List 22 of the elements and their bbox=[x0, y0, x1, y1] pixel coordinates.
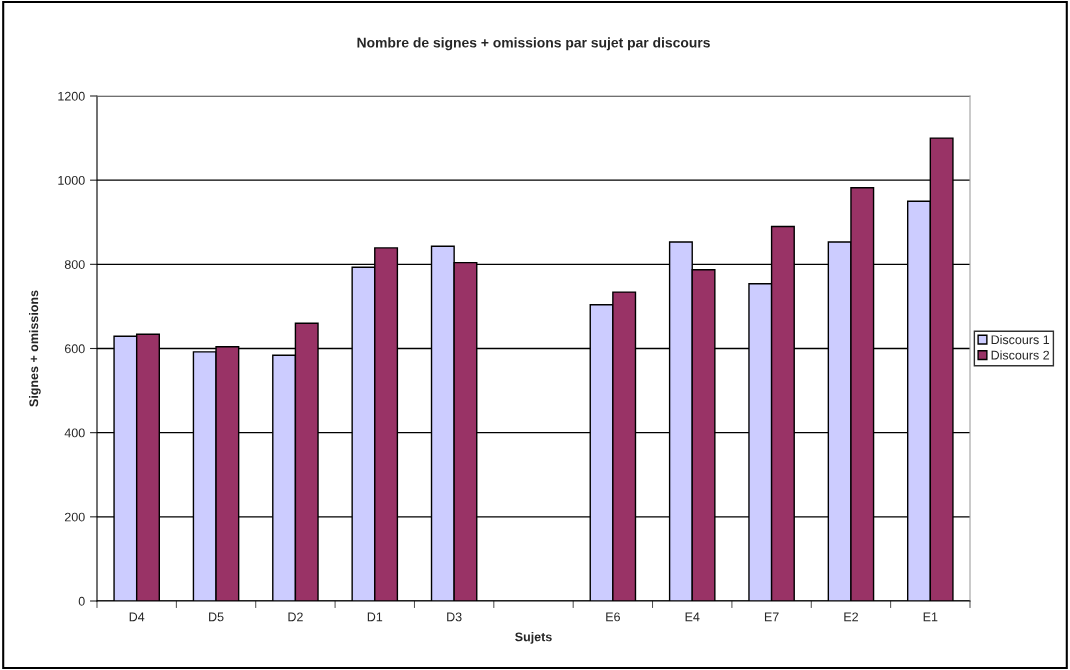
x-tick-label: E4 bbox=[685, 612, 700, 622]
y-tick-label: 0 bbox=[78, 596, 85, 606]
x-tick-label: D5 bbox=[209, 612, 224, 622]
x-tick-label: D1 bbox=[367, 612, 383, 622]
x-tick-label: E7 bbox=[764, 612, 779, 622]
x-tick-label: D4 bbox=[129, 612, 145, 622]
y-axis-title: Signes + omissions bbox=[29, 290, 41, 407]
legend-label: Discours 2 bbox=[991, 350, 1050, 360]
chart-title: Nombre de signes + omissions par sujet par discours bbox=[357, 37, 710, 51]
legend-label: Discours 1 bbox=[991, 334, 1050, 345]
y-tick-label: 800 bbox=[64, 260, 85, 269]
x-tick-label: E1 bbox=[923, 612, 938, 622]
x-tick-label: D3 bbox=[447, 612, 462, 622]
y-tick-label: 1000 bbox=[58, 175, 85, 185]
x-tick-label: E6 bbox=[606, 612, 620, 622]
y-tick-label: 600 bbox=[64, 344, 85, 354]
x-tick-label: E2 bbox=[844, 612, 858, 622]
x-axis-title: Sujets bbox=[515, 632, 552, 644]
y-tick-label: 400 bbox=[64, 428, 85, 438]
x-tick-label: D2 bbox=[288, 612, 303, 622]
y-tick-label: 200 bbox=[64, 512, 85, 522]
y-tick-label: 1200 bbox=[58, 91, 85, 101]
